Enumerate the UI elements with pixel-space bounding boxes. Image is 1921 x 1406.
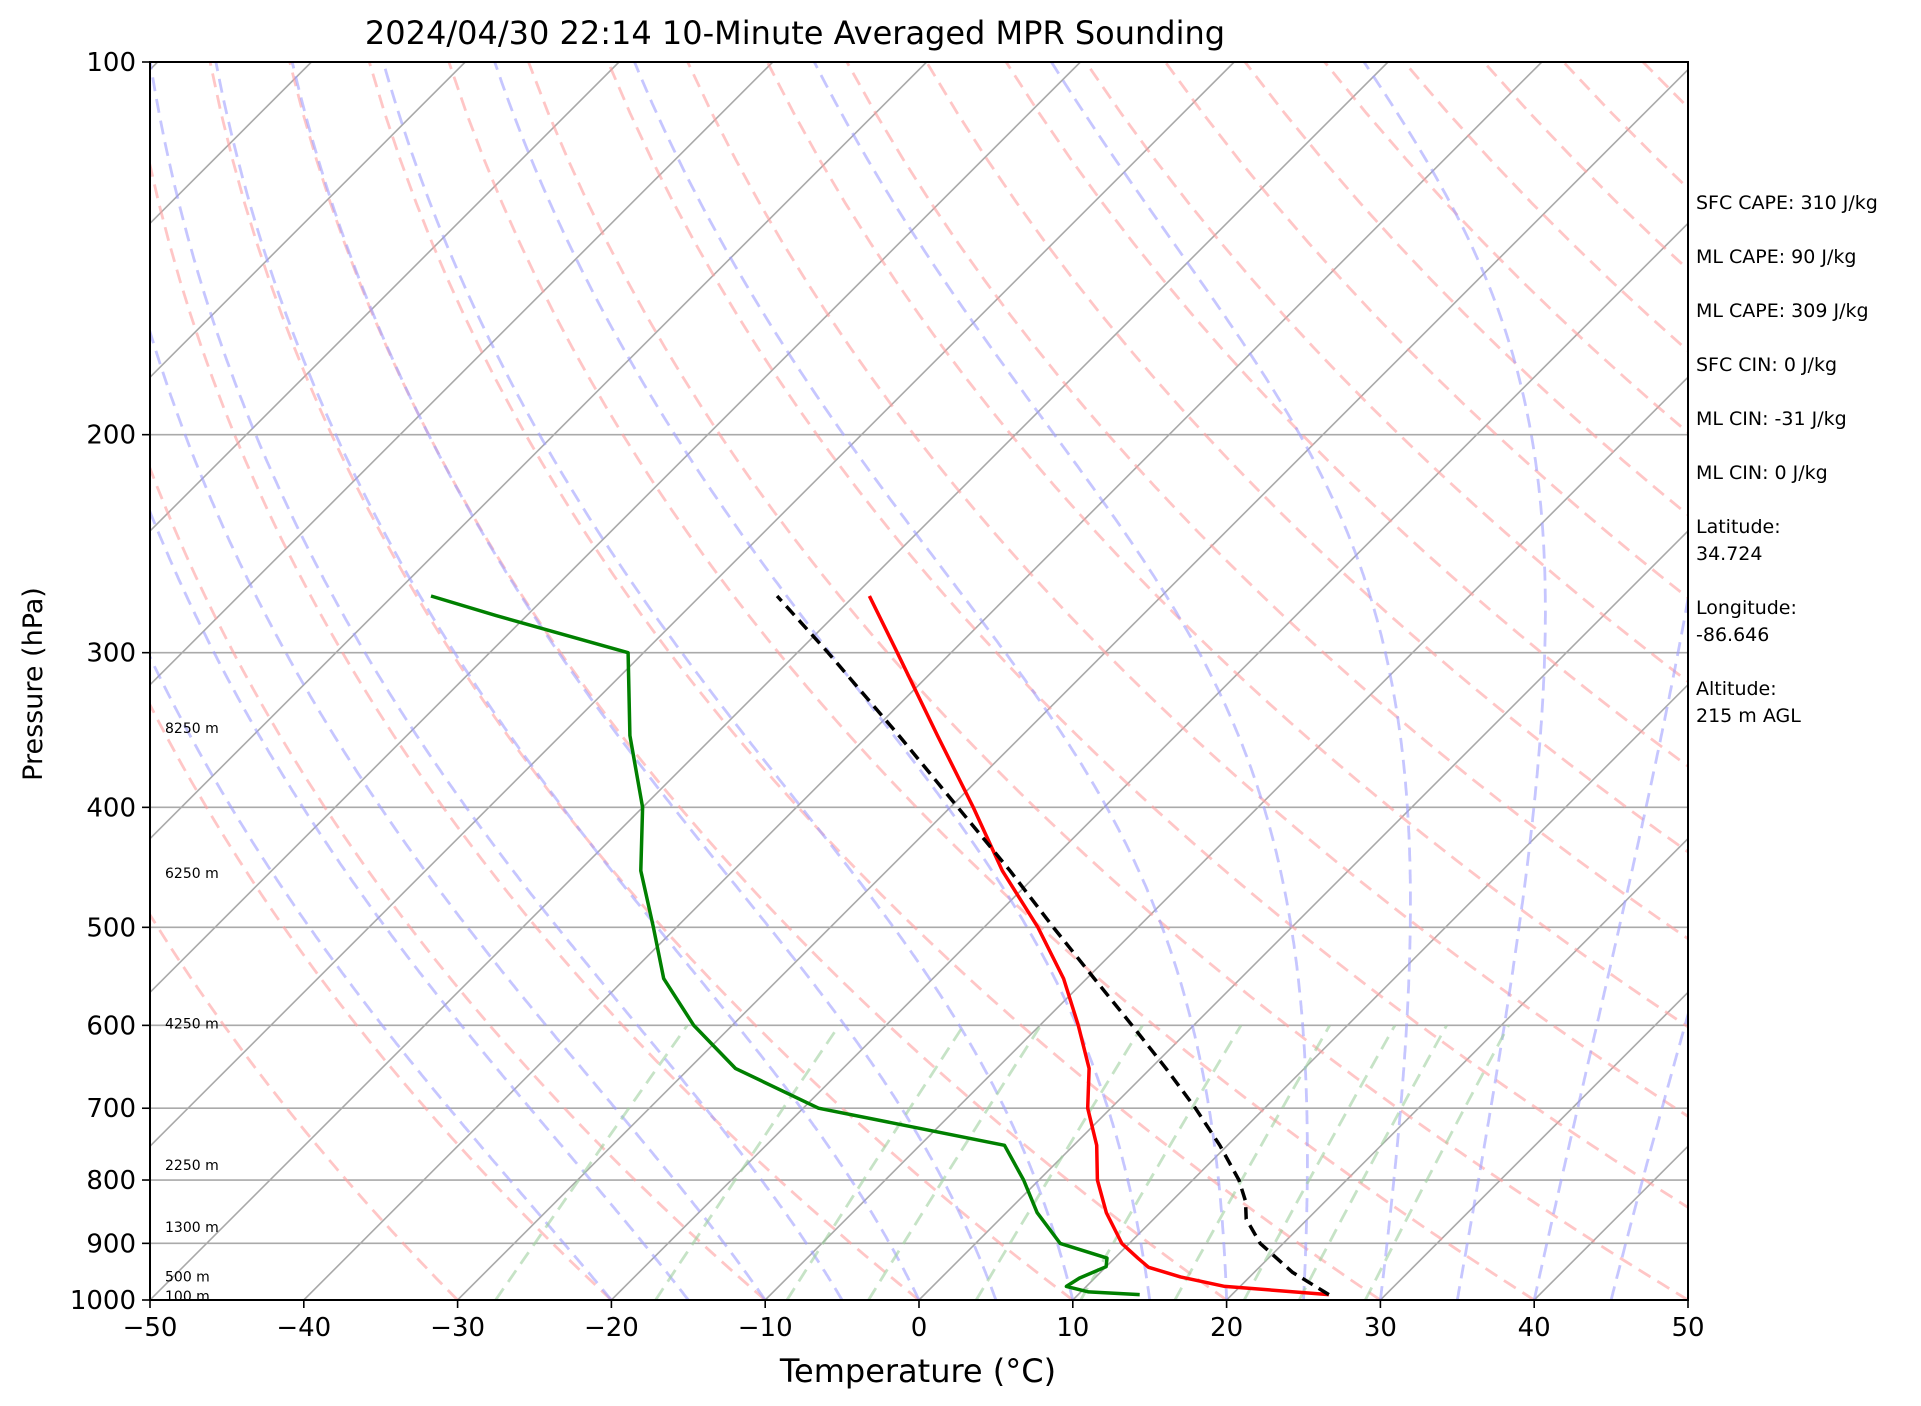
height-label: 100 m bbox=[165, 1289, 210, 1305]
isotherm-line bbox=[150, 62, 1389, 1300]
moist-adiabat-line bbox=[290, 62, 998, 1300]
isotherm-line bbox=[1226, 837, 1688, 1300]
dry-adiabat-line bbox=[150, 158, 920, 1300]
moist-adiabat-line bbox=[813, 62, 1309, 1300]
x-tick-label: 50 bbox=[1671, 1313, 1704, 1343]
sfc-cin-stat: SFC CIN: 0 J/kg bbox=[1696, 354, 1838, 376]
mixing-ratio-line bbox=[785, 1024, 965, 1300]
isotherm-line bbox=[150, 62, 1235, 1148]
altitude-stat: Altitude: 215 m AGL bbox=[1696, 678, 1801, 727]
ml-cape-stat-2: ML CAPE: 309 J/kg bbox=[1696, 300, 1869, 322]
dry-adiabat-line bbox=[150, 464, 767, 1300]
dry-adiabat-line bbox=[288, 62, 1228, 1300]
moist-adiabat-line bbox=[214, 62, 921, 1300]
mixing-ratio-line bbox=[1364, 1024, 1510, 1300]
y-tick-label: 200 bbox=[86, 421, 136, 451]
y-tick-label: 600 bbox=[86, 1011, 136, 1041]
plot-area bbox=[0, 62, 1688, 1300]
dewpoint-profile-line bbox=[430, 594, 1140, 1297]
temperature-profile-line bbox=[867, 595, 1330, 1297]
mixing-ratio-line bbox=[1173, 1024, 1331, 1300]
y-axis-label: Pressure (hPa) bbox=[18, 587, 49, 781]
x-tick-label: 0 bbox=[911, 1313, 928, 1343]
mixing-ratio-line bbox=[974, 1024, 1144, 1300]
height-label: 8250 m bbox=[165, 721, 219, 737]
mixing-ratio-line bbox=[1297, 1024, 1448, 1300]
moist-adiabat-line bbox=[150, 62, 844, 1300]
x-tick-label: 20 bbox=[1210, 1313, 1243, 1343]
dry-adiabat-line bbox=[686, 62, 1688, 1119]
moist-adiabat-line bbox=[1609, 1009, 1688, 1300]
y-tick-label: 100 bbox=[86, 48, 136, 78]
isotherm-line bbox=[150, 62, 774, 686]
dry-adiabat-line bbox=[527, 62, 1688, 1300]
isotherm-line bbox=[1379, 991, 1688, 1300]
y-tick-label: 400 bbox=[86, 793, 136, 823]
isotherm-line bbox=[150, 62, 928, 840]
height-label: 1300 m bbox=[165, 1220, 219, 1236]
y-tick-label: 700 bbox=[86, 1094, 136, 1124]
x-tick-label: 30 bbox=[1364, 1313, 1397, 1343]
mixing-ratio-line bbox=[867, 1024, 1042, 1300]
mixing-ratio-line bbox=[654, 1024, 841, 1300]
y-tick-label: 500 bbox=[86, 913, 136, 943]
dry-adiabat-line bbox=[150, 912, 459, 1300]
mixing-ratio-line bbox=[494, 1024, 689, 1300]
parcel-path-profile-line bbox=[775, 594, 1330, 1297]
dry-adiabat-line bbox=[606, 62, 1688, 1209]
longitude-stat: Longitude: -86.646 bbox=[1696, 597, 1797, 646]
y-tick-label: 800 bbox=[86, 1166, 136, 1196]
isotherm-line bbox=[0, 62, 4, 1300]
moist-adiabat-line bbox=[150, 327, 767, 1300]
dry-adiabat-line bbox=[367, 62, 1382, 1300]
dry-adiabat-line bbox=[447, 62, 1535, 1300]
moist-adiabat-line bbox=[1362, 62, 1547, 1300]
x-axis-label: Temperature (°C) bbox=[779, 1352, 1056, 1390]
height-label: 500 m bbox=[165, 1269, 210, 1285]
x-tick-label: 40 bbox=[1518, 1313, 1551, 1343]
isotherm-line bbox=[150, 62, 620, 533]
moist-adiabat-line bbox=[1050, 62, 1412, 1300]
moist-adiabat-line bbox=[493, 62, 1152, 1300]
x-tick-label: −10 bbox=[738, 1313, 793, 1343]
moist-adiabat-line bbox=[633, 62, 1228, 1300]
sfc-cape-stat: SFC CAPE: 310 J/kg bbox=[1696, 192, 1878, 214]
x-tick-label: −40 bbox=[276, 1313, 331, 1343]
moist-adiabat-line bbox=[150, 508, 690, 1300]
moist-adiabat-line bbox=[381, 62, 1075, 1300]
ml-cin-stat: ML CIN: -31 J/kg bbox=[1696, 408, 1847, 430]
isotherm-line bbox=[303, 62, 1543, 1300]
isotherm-line bbox=[150, 62, 466, 379]
ml-cin-stat-2: ML CIN: 0 J/kg bbox=[1696, 462, 1828, 484]
x-tick-label: 10 bbox=[1056, 1313, 1089, 1343]
isotherm-line bbox=[457, 68, 1688, 1300]
isotherm-line bbox=[918, 529, 1688, 1300]
mixing-ratio-line bbox=[1079, 1024, 1243, 1300]
mixing-ratio-line bbox=[1242, 1024, 1397, 1300]
height-label: 6250 m bbox=[165, 866, 219, 882]
moist-adiabat-line bbox=[1532, 591, 1688, 1300]
dry-adiabat-line bbox=[208, 62, 1074, 1300]
isotherm-line bbox=[1072, 683, 1688, 1300]
chart-title: 2024/04/30 22:14 10-Minute Averaged MPR … bbox=[365, 14, 1225, 52]
ml-cape-stat: ML CAPE: 90 J/kg bbox=[1696, 246, 1857, 268]
height-label: 2250 m bbox=[165, 1158, 219, 1174]
x-tick-label: −50 bbox=[123, 1313, 178, 1343]
isotherm-line bbox=[764, 376, 1688, 1300]
moist-adiabat-line bbox=[150, 653, 613, 1300]
isotherm-line bbox=[150, 62, 1081, 994]
height-label: 4250 m bbox=[165, 1017, 219, 1033]
isotherm-line bbox=[610, 222, 1688, 1300]
y-tick-label: 1000 bbox=[70, 1286, 136, 1316]
y-tick-label: 900 bbox=[86, 1229, 136, 1259]
dry-adiabat-line bbox=[766, 62, 1688, 1029]
y-tick-label: 300 bbox=[86, 639, 136, 669]
latitude-stat: Latitude: 34.724 bbox=[1696, 516, 1781, 565]
sounding-stats-panel: SFC CAPE: 310 J/kg ML CAPE: 90 J/kg ML C… bbox=[1696, 190, 1911, 757]
x-tick-label: −30 bbox=[430, 1313, 485, 1343]
x-tick-label: −20 bbox=[584, 1313, 639, 1343]
